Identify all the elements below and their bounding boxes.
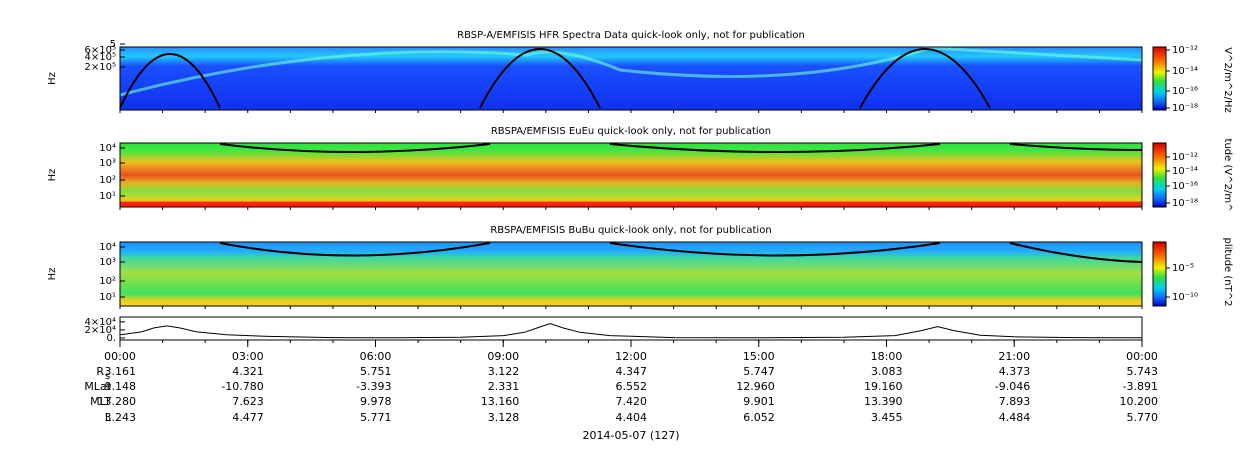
- colorbar: [1152, 46, 1167, 111]
- y-tick-label: 10²: [99, 276, 116, 287]
- spectrogram-decor: [119, 46, 1143, 306]
- data-line: [119, 322, 1143, 339]
- ephemeris-value: 5.771: [360, 411, 392, 424]
- ephemeris-value: 12.960: [736, 380, 775, 393]
- ephemeris-value: 3.243: [105, 411, 137, 424]
- x-tick-label: 09:00: [487, 350, 519, 363]
- colorbar-tick-label: 10⁻¹⁸: [1172, 198, 1198, 209]
- ephemeris-value: 9.901: [743, 395, 775, 408]
- ephemeris-value: 5.751: [360, 365, 392, 378]
- x-tick-label: 15:00: [743, 350, 775, 363]
- colorbar-tick-label: 10⁻¹⁴: [1172, 166, 1198, 177]
- y-tick-label: 10³: [99, 158, 116, 169]
- spectral-feature: [119, 46, 1143, 97]
- colorbar-tick-label: 10⁻¹⁸: [1172, 103, 1198, 114]
- ephemeris-value: -3.891: [1123, 380, 1158, 393]
- y-tick-label: 2×10⁵: [85, 62, 116, 73]
- x-tick-label: 00:00: [104, 350, 136, 363]
- ephemeris-value: 6.552: [616, 380, 648, 393]
- ephemeris-value: 19.160: [864, 380, 903, 393]
- colorbar-tick-label: 10⁻⁵: [1172, 263, 1194, 274]
- y-tick-label: 6×10⁵: [85, 45, 116, 56]
- colorbar-tick-label: 10⁻¹⁶: [1172, 181, 1198, 192]
- y-tick-label: 10²: [99, 175, 116, 186]
- colorbar-label: tude (V^2/m^: [1222, 139, 1233, 212]
- spectrogram: [120, 143, 1142, 207]
- ephemeris-value: 5.743: [1127, 365, 1159, 378]
- ephemeris-value: 5.770: [1127, 411, 1159, 424]
- x-tick-label: 21:00: [998, 350, 1030, 363]
- ephemeris-label: R: [96, 365, 104, 378]
- x-tick-label: 06:00: [360, 350, 392, 363]
- ephemeris-value: 4.404: [616, 411, 648, 424]
- ephemeris-value: 4.347: [616, 365, 648, 378]
- colorbar-tick-label: 10⁻¹⁰: [1172, 292, 1198, 303]
- date-label: 2014-05-07 (127): [582, 429, 679, 442]
- ephemeris-value: 4.373: [999, 365, 1031, 378]
- colorbar-label: plitude (nT^2: [1222, 238, 1233, 307]
- ephemeris-label: MLT: [90, 395, 111, 408]
- y-tick-label: 10¹: [99, 191, 116, 202]
- ephemeris-value: 4.477: [232, 411, 264, 424]
- panel-title: RBSPA/EMFISIS BuBu quick-look only, not …: [490, 225, 771, 236]
- colorbar-tick-label: 10⁻¹²: [1172, 152, 1198, 163]
- ephemeris-value: -10.780: [221, 380, 263, 393]
- ephemeris-value: 7.893: [999, 395, 1031, 408]
- y-tick-label: 2×10⁴: [85, 325, 116, 336]
- y-tick-label: 10¹: [99, 292, 116, 303]
- y-tick-label: 10⁴: [99, 242, 116, 253]
- ephemeris-value: 2.331: [488, 380, 520, 393]
- y-axis-label: Hz: [47, 72, 58, 85]
- x-tick-label: 03:00: [232, 350, 264, 363]
- ephemeris-value: -9.046: [995, 380, 1030, 393]
- ephemeris-value: 9.148: [105, 380, 137, 393]
- colorbar-tick-label: 10⁻¹²: [1172, 45, 1198, 56]
- x-tick-label: 12:00: [615, 350, 647, 363]
- ephemeris-value: 6.052: [743, 411, 775, 424]
- ephemeris-value: -3.393: [356, 380, 391, 393]
- density-curve: [219, 143, 1143, 153]
- colorbar-tick-label: 10⁻¹⁶: [1172, 86, 1198, 97]
- colorbar: [1152, 142, 1167, 208]
- y-tick-label: 5: [110, 39, 116, 50]
- ephemeris-value: 3.122: [488, 365, 520, 378]
- y-tick-label: 4×10⁴: [85, 317, 116, 328]
- density-curve: [119, 48, 991, 109]
- y-axis-label: Hz: [47, 169, 58, 182]
- ephemeris-value: 9.978: [360, 395, 392, 408]
- ephemeris-value: 3.128: [488, 411, 520, 424]
- ephemeris-value: 4.484: [999, 411, 1031, 424]
- ephemeris-label: L: [105, 411, 112, 424]
- ephemeris-value: 10.200: [1120, 395, 1159, 408]
- panel-title: RBSPA/EMFISIS EuEu quick-look only, not …: [491, 126, 771, 137]
- y-tick-label: 10⁴: [99, 143, 116, 154]
- colorbar-label: V^2/m^2/Hz: [1222, 47, 1233, 113]
- y-tick-label: 10³: [99, 257, 116, 268]
- x-tick-label: 18:00: [871, 350, 903, 363]
- ephemeris-label-sub: s: [105, 371, 110, 382]
- ephemeris-value: 7.420: [616, 395, 648, 408]
- ephemeris-value: 3.161: [105, 365, 137, 378]
- y-tick-label: 0.: [106, 333, 116, 344]
- panel-title: RBSP-A/EMFISIS HFR Spectra Data quick-lo…: [457, 30, 805, 41]
- spectrogram: [120, 47, 1142, 110]
- ephemeris-value: 7.623: [232, 395, 264, 408]
- colorbar: [1152, 241, 1167, 307]
- ephemeris-value: 3.083: [871, 365, 903, 378]
- y-axis-label: Hz: [47, 268, 58, 281]
- ephemeris-value: 13.280: [98, 395, 137, 408]
- ephemeris-label: MLat: [84, 380, 111, 393]
- x-tick-label: 00:00: [1126, 350, 1158, 363]
- ephemeris-value: 4.321: [232, 365, 264, 378]
- ephemeris-value: 3.455: [871, 411, 903, 424]
- density-curve: [219, 242, 1143, 263]
- y-tick-label: 4×10⁵: [85, 52, 116, 63]
- ephemeris-value: 13.390: [864, 395, 903, 408]
- ephemeris-value: 5.747: [743, 365, 775, 378]
- colorbar-tick-label: 10⁻¹⁴: [1172, 66, 1198, 77]
- ephemeris-value: 13.160: [481, 395, 520, 408]
